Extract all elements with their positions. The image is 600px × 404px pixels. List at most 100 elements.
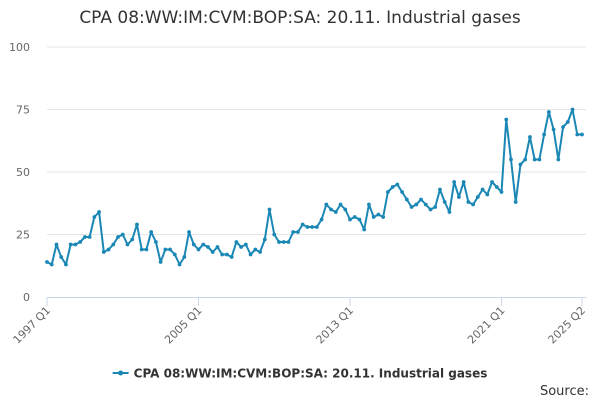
data-point[interactable]: [523, 157, 528, 162]
data-point[interactable]: [494, 185, 499, 189]
data-point[interactable]: [163, 247, 168, 252]
data-point[interactable]: [59, 255, 64, 259]
data-point[interactable]: [239, 245, 244, 249]
data-point[interactable]: [333, 210, 338, 214]
data-point[interactable]: [139, 247, 144, 252]
data-point[interactable]: [267, 207, 272, 212]
data-point[interactable]: [54, 242, 59, 247]
data-point[interactable]: [532, 157, 537, 162]
data-point[interactable]: [319, 217, 324, 222]
data-point[interactable]: [475, 195, 480, 199]
data-point[interactable]: [561, 125, 565, 129]
data-point[interactable]: [45, 260, 49, 264]
data-point[interactable]: [419, 197, 423, 202]
data-point[interactable]: [87, 235, 92, 239]
data-point[interactable]: [286, 240, 291, 244]
data-point[interactable]: [220, 252, 225, 257]
data-point[interactable]: [348, 217, 352, 222]
data-point[interactable]: [196, 247, 201, 252]
data-point[interactable]: [130, 237, 135, 242]
data-point[interactable]: [404, 197, 409, 202]
data-point[interactable]: [352, 215, 357, 219]
data-point[interactable]: [187, 230, 191, 234]
data-point[interactable]: [395, 182, 400, 187]
data-point[interactable]: [243, 242, 248, 247]
data-point[interactable]: [580, 132, 584, 137]
data-point[interactable]: [338, 202, 343, 207]
data-point[interactable]: [177, 262, 182, 267]
data-point[interactable]: [258, 250, 262, 254]
data-point[interactable]: [191, 242, 196, 247]
data-point[interactable]: [390, 185, 395, 189]
data-point[interactable]: [438, 187, 442, 192]
data-point[interactable]: [490, 180, 494, 184]
data-point[interactable]: [125, 242, 130, 247]
data-point[interactable]: [551, 127, 556, 132]
data-point[interactable]: [509, 157, 513, 162]
data-point[interactable]: [570, 107, 575, 112]
data-point[interactable]: [172, 252, 177, 257]
data-point[interactable]: [229, 255, 234, 259]
legend[interactable]: CPA 08:WW:IM:CVM:BOP:SA: 20.11. Industri…: [112, 367, 488, 381]
data-point[interactable]: [409, 205, 414, 209]
data-point[interactable]: [262, 237, 267, 242]
data-point[interactable]: [68, 242, 73, 247]
data-point[interactable]: [153, 240, 158, 244]
data-point[interactable]: [556, 157, 561, 162]
data-point[interactable]: [272, 232, 277, 237]
data-point[interactable]: [234, 240, 239, 244]
data-point[interactable]: [168, 247, 173, 252]
data-point[interactable]: [78, 240, 83, 244]
data-point[interactable]: [296, 230, 300, 234]
data-point[interactable]: [471, 202, 476, 207]
data-point[interactable]: [371, 215, 376, 219]
data-point[interactable]: [101, 250, 106, 254]
data-point[interactable]: [376, 212, 381, 217]
data-point[interactable]: [111, 242, 116, 247]
data-point[interactable]: [433, 205, 438, 209]
data-point[interactable]: [291, 230, 296, 234]
data-point[interactable]: [253, 247, 258, 252]
data-point[interactable]: [210, 250, 215, 254]
data-point[interactable]: [357, 217, 362, 222]
data-point[interactable]: [49, 262, 54, 267]
data-point[interactable]: [367, 202, 371, 207]
data-point[interactable]: [135, 222, 139, 227]
data-point[interactable]: [106, 247, 111, 252]
data-point[interactable]: [518, 162, 523, 167]
data-point[interactable]: [362, 227, 367, 232]
data-point[interactable]: [385, 190, 390, 194]
data-point[interactable]: [461, 180, 466, 184]
data-point[interactable]: [381, 215, 386, 219]
legend-label[interactable]: CPA 08:WW:IM:CVM:BOP:SA: 20.11. Industri…: [134, 367, 488, 381]
data-point[interactable]: [466, 200, 471, 204]
data-point[interactable]: [343, 207, 348, 212]
data-point[interactable]: [182, 255, 187, 259]
data-point[interactable]: [480, 187, 485, 192]
data-point[interactable]: [400, 190, 404, 194]
data-point[interactable]: [485, 192, 490, 197]
data-point[interactable]: [149, 230, 154, 234]
data-point[interactable]: [300, 222, 305, 227]
data-point[interactable]: [457, 195, 461, 199]
data-point[interactable]: [537, 157, 542, 162]
data-point[interactable]: [575, 132, 580, 137]
data-point[interactable]: [281, 240, 286, 244]
data-point[interactable]: [120, 232, 125, 237]
data-point[interactable]: [513, 200, 518, 204]
data-point[interactable]: [414, 202, 419, 207]
data-point[interactable]: [158, 260, 163, 264]
data-point[interactable]: [452, 180, 457, 184]
data-point[interactable]: [314, 225, 319, 229]
data-point[interactable]: [499, 190, 504, 194]
data-point[interactable]: [305, 225, 310, 229]
data-point[interactable]: [82, 235, 87, 239]
data-point[interactable]: [215, 245, 220, 249]
data-point[interactable]: [64, 262, 68, 267]
data-point[interactable]: [92, 215, 97, 219]
data-point[interactable]: [423, 202, 428, 207]
data-point[interactable]: [528, 135, 532, 139]
data-point[interactable]: [206, 245, 210, 249]
data-point[interactable]: [97, 210, 101, 214]
data-point[interactable]: [310, 225, 315, 229]
